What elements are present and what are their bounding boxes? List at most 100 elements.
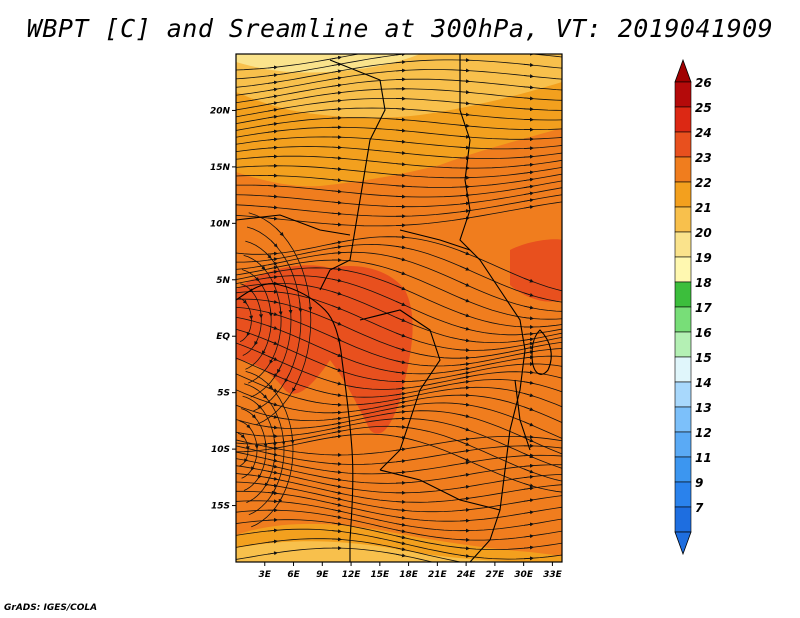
streamline-arrow [396,46,404,47]
streamline-arrow [267,94,278,99]
streamline-arrow [331,429,342,434]
streamline-arrow [395,396,406,401]
lon-tick-label: 3E [259,570,272,580]
streamline-arrow [523,534,534,539]
streamline-arrow [459,426,470,432]
streamline-arrow [523,474,534,479]
streamline-arrow [459,297,470,303]
streamline-arrow [331,521,342,526]
streamline-arrow [266,382,273,389]
streamline-arrow [331,484,342,489]
streamline-arrow [331,425,342,430]
streamline-arrow [459,90,470,95]
streamline-arrow [523,305,534,310]
streamline-arrow [277,364,282,374]
lon-tick-label: 24E [457,570,477,580]
streamline-arrow [459,366,470,371]
colorbar-swatch [674,331,692,358]
wbpt-shading-23-east [510,239,562,302]
streamline-arrow [267,425,278,430]
streamline-arrow [459,456,470,462]
streamline-arrow [459,216,470,221]
streamline-arrow [395,117,406,122]
streamline-arrow [459,326,470,331]
streamline-arrow [331,222,342,227]
plot-area [236,46,562,562]
streamline-arrow [523,162,534,167]
streamline-arrow [523,370,534,375]
streamline-arrow [270,240,278,248]
streamline-arrow [331,83,342,88]
streamline-arrow [523,292,534,297]
streamline-arrow [267,122,278,127]
streamline-arrow [244,458,248,463]
lat-tick-label: 5S [217,389,230,399]
streamline-arrow [267,355,278,361]
streamline-arrow [395,435,406,440]
streamline-arrow [331,496,342,501]
streamline-arrow [523,483,534,488]
streamline-arrow [267,194,278,199]
lat-tick-label: 20N [210,106,231,116]
streamline-arrow [523,486,534,491]
colorbar-label: 24 [695,126,712,140]
streamline-arrow [331,305,342,310]
credit-text: GrADS: IGES/COLA [4,603,98,613]
streamline-arrow [331,434,342,439]
streamline-arrow [331,107,342,112]
streamline-arrow [331,211,342,216]
colorbar-label: 20 [695,226,712,240]
streamline-arrow [459,379,470,384]
streamline-arrow [459,546,470,551]
streamline-arrow [265,252,272,259]
streamline-arrow [459,460,470,465]
colorbar-label: 15 [695,351,712,365]
streamline-arrow [271,487,276,496]
streamlines [236,46,562,562]
streamline-arrow [331,167,342,172]
streamline-arrow [267,371,278,377]
colorbar-swatch [674,381,692,408]
streamline-arrow [523,545,534,550]
streamline-arrow [257,473,262,479]
streamline-arrow [523,406,534,412]
lon-tick-label: 30E [514,570,534,580]
streamline-arrow [523,380,534,385]
streamline-arrow [395,425,406,430]
streamline-arrow [395,184,406,189]
streamline-arrow [242,299,247,304]
streamline-arrow [459,101,470,106]
streamline-arrow [395,553,406,558]
streamline-arrow [459,265,470,271]
streamline-arrow [331,529,342,534]
streamline-arrow [267,205,278,210]
streamline-arrow [395,409,406,414]
streamline-arrow [459,362,470,367]
streamline-arrow [459,437,470,442]
streamline-arrow [459,496,470,501]
streamline-arrow [459,484,470,489]
streamline-arrow [395,522,406,527]
colorbar-high-arrow [674,58,692,83]
streamline-arrow [459,448,470,453]
streamline-arrow [254,276,260,282]
streamline-arrow [267,289,278,294]
colorbar-swatch [674,181,692,208]
streamline-arrow [260,264,266,271]
streamline-arrow [459,312,470,318]
streamline-arrow [395,386,406,391]
streamline-arrow [331,381,342,386]
streamline-arrow [264,480,269,487]
streamline-arrow [254,340,259,346]
colorbar-swatch [674,281,692,308]
streamline-arrow [267,73,278,78]
streamline-arrow [459,375,470,380]
streamline-arrow [395,316,406,322]
wbpt-shading-19-north [236,54,420,73]
streamline-arrow [523,468,534,474]
streamline-arrow [267,270,278,274]
lon-tick-label: 12E [342,570,362,580]
streamline-arrow [395,360,406,365]
streamline-arrow [267,299,278,304]
